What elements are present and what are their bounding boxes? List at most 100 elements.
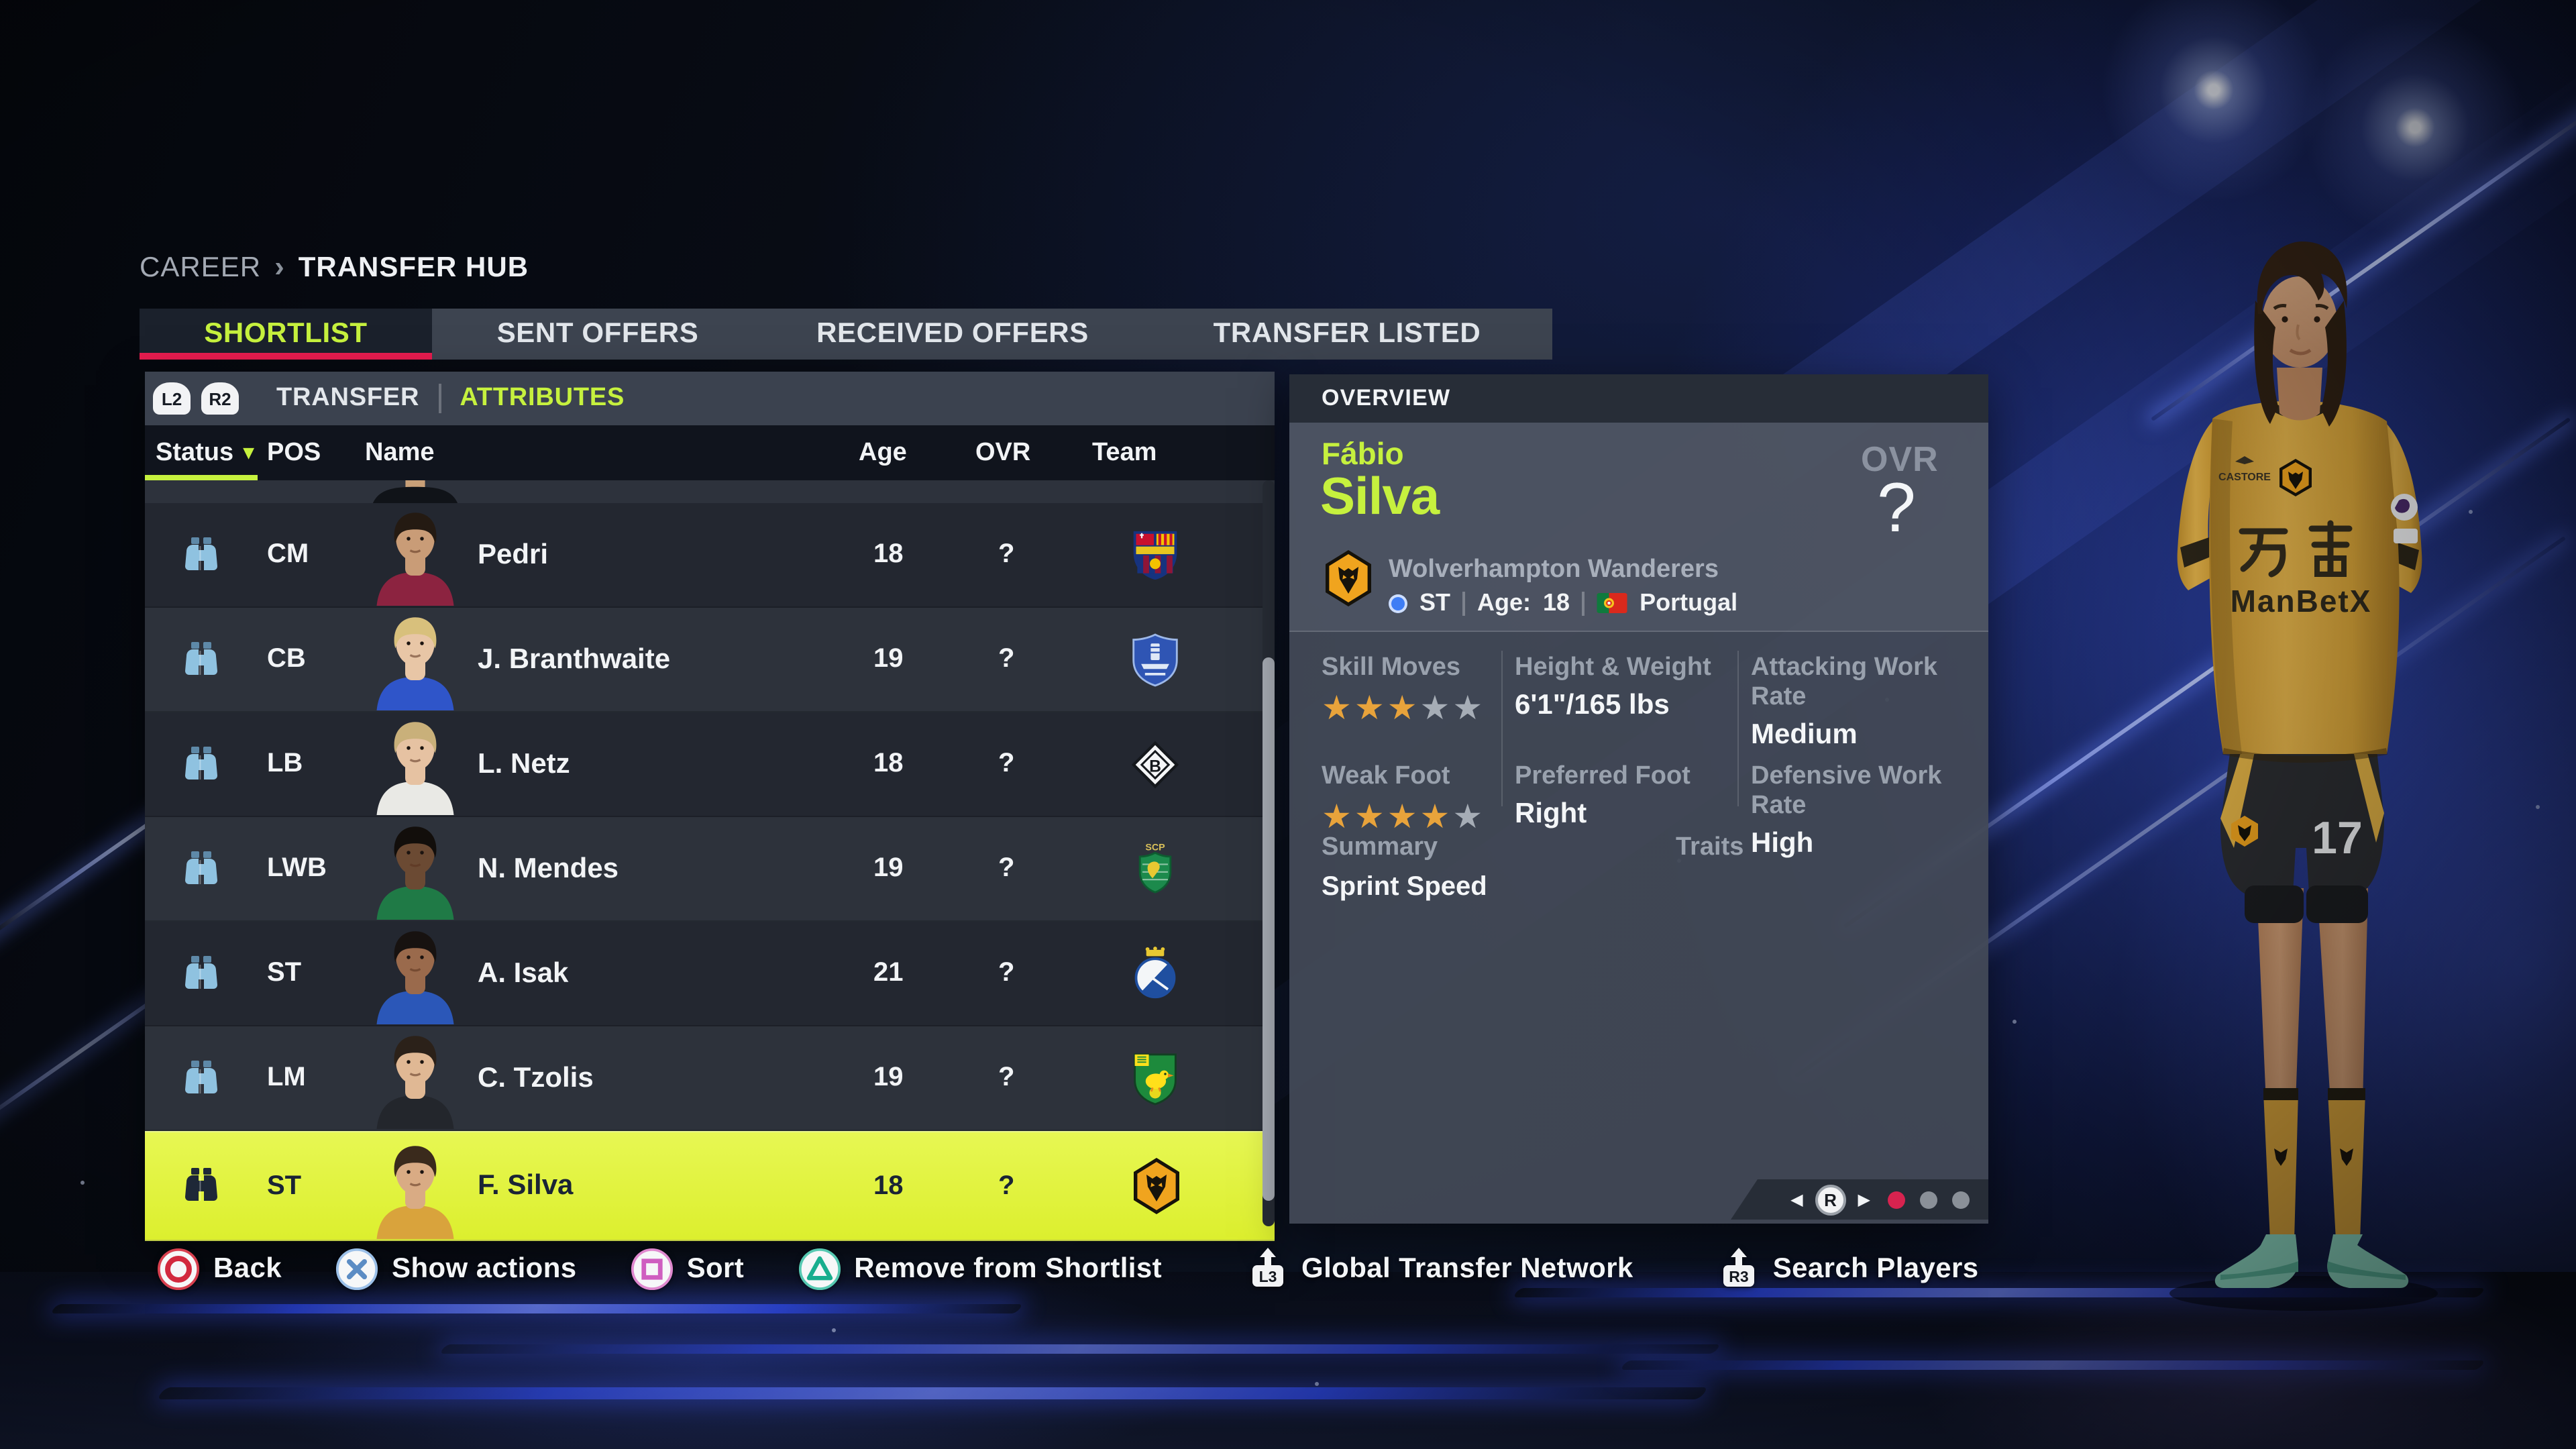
tab-bar: SHORTLIST SENT OFFERS RECEIVED OFFERS TRANS… (140, 309, 1552, 360)
cell-name: A. Isak (356, 922, 830, 1025)
player-name: L. Netz (478, 748, 570, 779)
table-row-pedri[interactable]: CM Pedri 18? (145, 503, 1275, 608)
column-label: POS (267, 438, 321, 466)
divider (438, 384, 441, 413)
column-header-team[interactable]: Team (1071, 425, 1275, 480)
search-players-button[interactable]: R3 Search Players (1719, 1246, 1979, 1292)
scrollbar-track[interactable] (1263, 480, 1275, 1226)
column-label: OVR (975, 438, 1031, 466)
ps-triangle-button-icon (798, 1248, 841, 1291)
sporting-cp-crest-icon: SCP (1130, 839, 1181, 898)
position-dot-icon (1389, 594, 1407, 612)
column-header-ovr[interactable]: OVR (950, 425, 1071, 480)
column-header-name[interactable]: Name (356, 425, 830, 480)
action-label: Sort (686, 1253, 745, 1284)
cell-team (1071, 503, 1275, 606)
pager-left-arrow-icon[interactable]: ◀ (1790, 1190, 1803, 1209)
column-header-status[interactable]: Status ▼ (145, 425, 258, 480)
action-label: Show actions (392, 1253, 577, 1284)
table-row-c-tzolis[interactable]: LM C. Tzolis 19? (145, 1026, 1275, 1131)
tab-sent-offers[interactable]: SENT OFFERS (432, 309, 763, 360)
cell-team (1071, 608, 1275, 711)
stat-label: Skill Moves (1322, 653, 1460, 682)
tab-received-offers[interactable]: RECEIVED OFFERS (763, 309, 1142, 360)
tab-shortlist[interactable]: SHORTLIST (140, 309, 432, 360)
breadcrumb-section[interactable]: CAREER (140, 252, 262, 283)
stat-label: Defensive Work Rate (1751, 762, 1942, 820)
pager-dot[interactable] (1952, 1191, 1970, 1208)
table-row-f-silva[interactable]: ST F. Silva 18? (145, 1131, 1275, 1241)
pager-dot[interactable] (1920, 1191, 1937, 1208)
r2-button-icon[interactable]: R2 (201, 382, 239, 415)
divider (1737, 651, 1739, 806)
player-portrait (365, 504, 466, 606)
stat-label: Attacking Work Rate (1751, 653, 1938, 711)
player-name: N. Mendes (478, 853, 619, 883)
traits-label: Traits (1676, 833, 1744, 861)
stat-value: 6'1"/165 lbs (1515, 690, 1670, 720)
stat-defensive-work-rate: Defensive Work Rate High (1751, 762, 1957, 860)
cell-position: CB (267, 644, 306, 674)
r3-stick-button-icon: R3 (1719, 1246, 1760, 1292)
column-label: Name (365, 438, 435, 466)
table-row-partial[interactable] (145, 480, 1275, 503)
player-portrait (365, 1138, 466, 1240)
shortlist-binoculars-icon (178, 953, 224, 994)
cell-age: 19 (873, 1063, 904, 1092)
subtab-attributes[interactable]: ATTRIBUTES (460, 384, 625, 412)
subtab-transfer[interactable]: TRANSFER (276, 384, 420, 412)
r-stick-button-icon[interactable]: R (1815, 1184, 1846, 1215)
portugal-flag-icon (1597, 593, 1627, 613)
column-header-age[interactable]: Age (830, 425, 950, 480)
tab-transfer-listed[interactable]: TRANSFER LISTED (1142, 309, 1552, 360)
remove-from-shortlist-button[interactable]: Remove from Shortlist (798, 1248, 1162, 1291)
player-name: C. Tzolis (478, 1062, 594, 1093)
shortlist-binoculars-icon (178, 744, 224, 784)
show-actions-button[interactable]: Show actions (335, 1248, 577, 1291)
column-header-pos[interactable]: POS (258, 425, 356, 480)
cell-position: LM (267, 1063, 306, 1092)
scrollbar-thumb[interactable] (1263, 657, 1275, 1201)
back-button[interactable]: Back (157, 1248, 282, 1291)
player-portrait (365, 1028, 466, 1130)
cell-ovr: ? (998, 958, 1015, 987)
l2-button-icon[interactable]: L2 (153, 382, 191, 415)
traits-section: Traits (1676, 833, 1743, 863)
table-row-a-isak[interactable]: ST A. Isak 21? (145, 922, 1275, 1026)
table-row-l-netz[interactable]: LB L. Netz 18? B (145, 712, 1275, 817)
age-label: Age: (1477, 589, 1532, 616)
stat-value: Medium (1751, 719, 1858, 750)
cell-team: B (1071, 712, 1275, 816)
player-overview-panel: OVERVIEW Fábio Silva OVR ? Wolverhampton… (1289, 374, 1988, 1224)
player-portrait (365, 923, 466, 1025)
sort-button[interactable]: Sort (631, 1248, 745, 1291)
subtab-bar: L2 R2 TRANSFER ATTRIBUTES (145, 372, 1275, 425)
column-label: Age (859, 438, 907, 466)
table-row-j-branthwaite[interactable]: CB J. Branthwaite 19? (145, 608, 1275, 712)
player-portrait (365, 609, 466, 711)
ovr-value: ? (1877, 470, 1916, 547)
real-sociedad-crest-icon (1130, 945, 1181, 1002)
divider (1582, 591, 1585, 615)
cell-name: L. Netz (356, 712, 830, 816)
stat-value: Right (1515, 798, 1587, 829)
table-row-n-mendes[interactable]: LWB N. Mendes 19? SCP (145, 817, 1275, 922)
cell-ovr: ? (998, 853, 1015, 883)
column-label: Team (1092, 438, 1157, 466)
player-name: Pedri (478, 539, 549, 570)
fc-barcelona-crest-icon (1130, 527, 1181, 583)
stat-label: Preferred Foot (1515, 762, 1690, 790)
pager-dot-active[interactable] (1888, 1191, 1905, 1208)
stat-weak-foot: Weak Foot ★★★★★ (1322, 762, 1515, 860)
column-label: Status (156, 438, 234, 466)
shortlist-binoculars-icon (178, 1166, 224, 1206)
svg-text:SCP: SCP (1145, 842, 1165, 853)
cell-age: 19 (873, 853, 904, 883)
cell-ovr: ? (998, 749, 1015, 778)
pager-right-arrow-icon[interactable]: ▶ (1858, 1190, 1870, 1209)
global-transfer-network-button[interactable]: L3 Global Transfer Network (1248, 1246, 1633, 1292)
partial-portrait (372, 480, 458, 503)
stat-preferred-foot: Preferred Foot Right (1515, 762, 1751, 860)
svg-text:R3: R3 (1729, 1268, 1749, 1285)
